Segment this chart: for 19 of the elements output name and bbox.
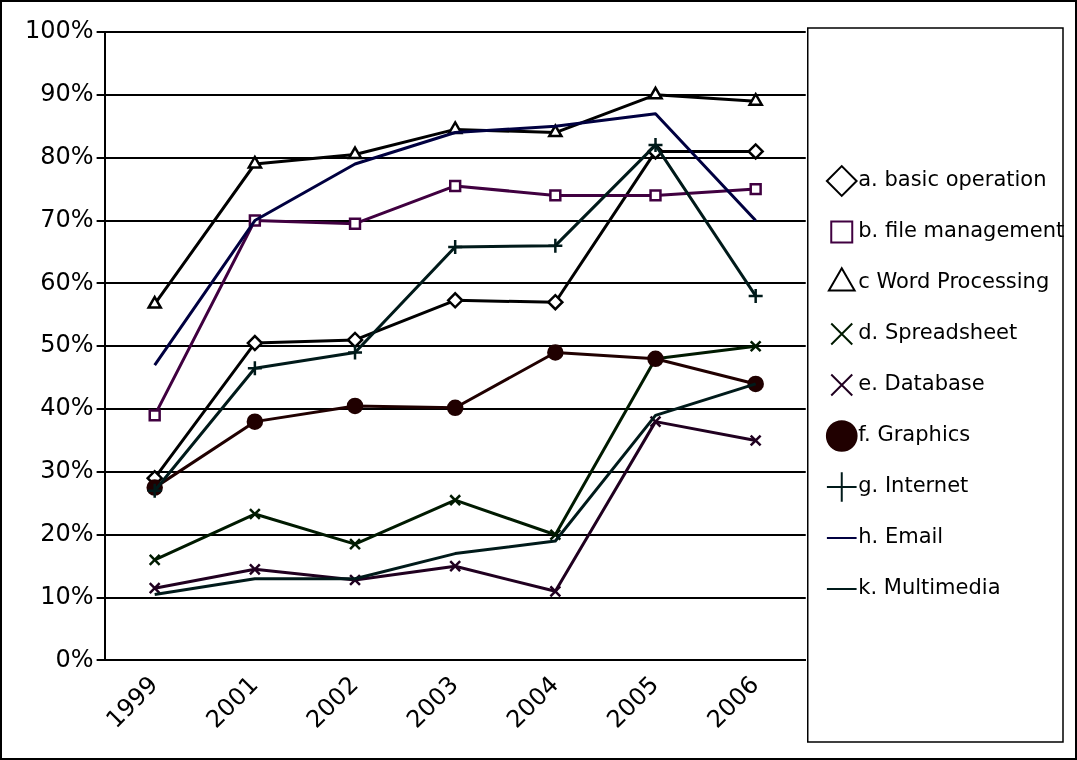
legend-label: c Word Processing: [858, 269, 1050, 294]
legend-label: e. Database: [858, 371, 985, 396]
y-tick-label: 50%: [40, 330, 94, 359]
y-tick-label: 100%: [24, 16, 94, 45]
legend-label: f. Graphics: [858, 422, 971, 447]
y-tick-label: 0%: [55, 644, 94, 673]
y-tick-label: 70%: [40, 204, 94, 233]
legend-label: k. Multimedia: [858, 575, 1001, 600]
y-tick-label: 60%: [40, 267, 94, 296]
y-tick-label: 80%: [40, 141, 94, 170]
legend-label: g. Internet: [858, 473, 969, 498]
y-tick-label: 90%: [40, 79, 94, 108]
y-tick-label: 10%: [40, 581, 94, 610]
y-tick-label: 40%: [40, 393, 94, 422]
legend-label: a. basic operation: [858, 167, 1047, 192]
legend-label: h. Email: [858, 524, 944, 549]
y-tick-label: 20%: [40, 518, 94, 547]
legend-label: d. Spreadsheet: [858, 320, 1018, 345]
y-tick-label: 30%: [40, 456, 94, 485]
